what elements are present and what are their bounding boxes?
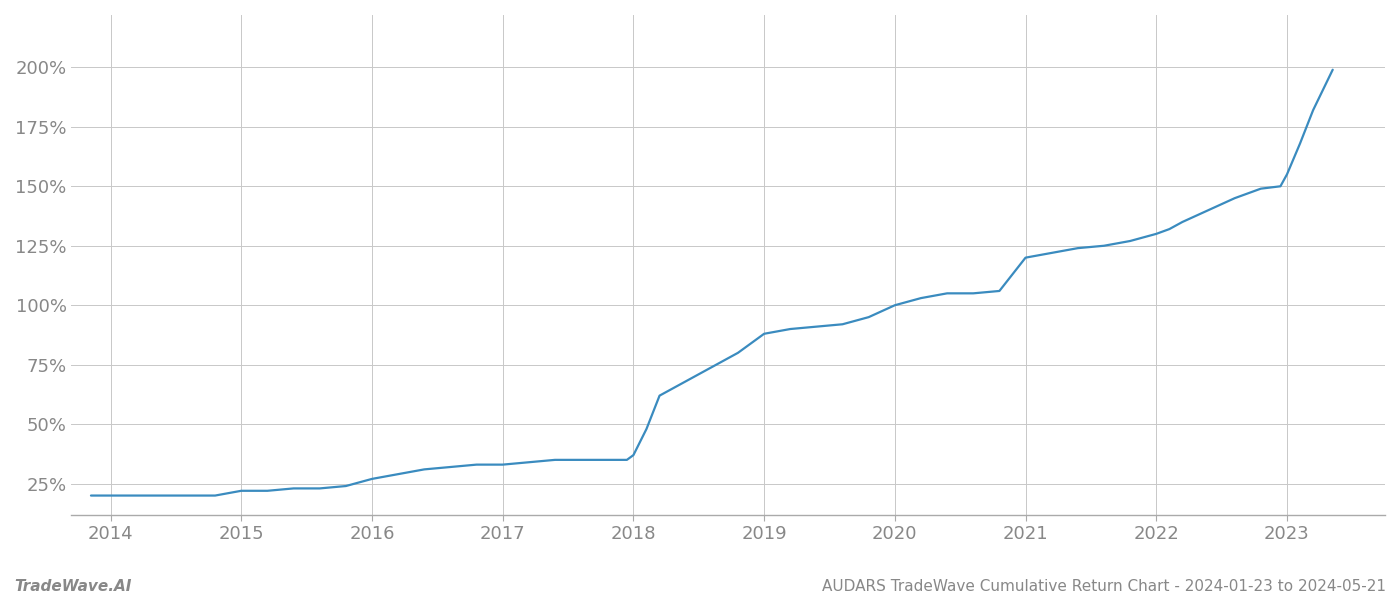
Text: AUDARS TradeWave Cumulative Return Chart - 2024-01-23 to 2024-05-21: AUDARS TradeWave Cumulative Return Chart… xyxy=(822,579,1386,594)
Text: TradeWave.AI: TradeWave.AI xyxy=(14,579,132,594)
